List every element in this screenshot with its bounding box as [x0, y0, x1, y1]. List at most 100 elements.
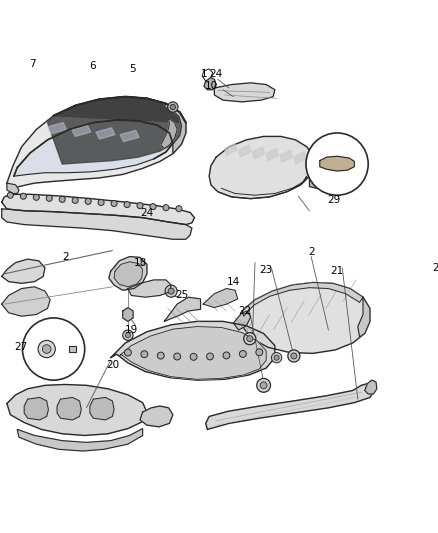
Polygon shape	[358, 297, 370, 337]
Polygon shape	[164, 103, 186, 154]
Text: 10: 10	[205, 82, 217, 91]
Circle shape	[22, 318, 85, 380]
Text: 27: 27	[14, 342, 27, 352]
Circle shape	[111, 200, 117, 206]
Polygon shape	[57, 398, 81, 420]
Text: 2: 2	[62, 252, 69, 262]
Polygon shape	[17, 429, 143, 451]
Circle shape	[257, 378, 271, 392]
Circle shape	[38, 341, 55, 358]
Circle shape	[168, 102, 178, 112]
Circle shape	[124, 349, 131, 356]
Text: 18: 18	[134, 257, 147, 268]
Polygon shape	[320, 156, 354, 171]
Polygon shape	[96, 128, 115, 139]
Polygon shape	[266, 149, 278, 160]
Polygon shape	[2, 209, 192, 239]
Polygon shape	[252, 147, 265, 159]
Circle shape	[125, 333, 131, 338]
Circle shape	[223, 352, 230, 359]
Text: 24: 24	[140, 208, 154, 219]
Circle shape	[59, 196, 65, 203]
Polygon shape	[48, 123, 67, 134]
Polygon shape	[294, 152, 306, 164]
Text: 25: 25	[175, 290, 188, 301]
Text: 7: 7	[29, 59, 36, 69]
Polygon shape	[2, 287, 50, 316]
Text: 29: 29	[327, 196, 340, 205]
Circle shape	[288, 350, 300, 362]
Polygon shape	[114, 262, 143, 287]
Circle shape	[124, 201, 130, 207]
Circle shape	[150, 204, 156, 209]
Polygon shape	[206, 384, 373, 430]
Text: 6: 6	[89, 61, 96, 70]
Circle shape	[435, 224, 438, 237]
Polygon shape	[239, 145, 251, 157]
Polygon shape	[7, 183, 19, 193]
Circle shape	[429, 219, 438, 243]
Circle shape	[46, 195, 52, 201]
Circle shape	[306, 133, 368, 195]
Text: 21: 21	[330, 266, 344, 276]
Circle shape	[157, 352, 164, 359]
Circle shape	[174, 353, 180, 360]
Text: 1: 1	[201, 69, 207, 79]
Polygon shape	[111, 321, 275, 380]
Polygon shape	[24, 398, 49, 420]
Polygon shape	[109, 256, 147, 290]
Polygon shape	[90, 398, 114, 420]
Circle shape	[98, 199, 104, 206]
Circle shape	[272, 352, 282, 363]
Polygon shape	[365, 380, 377, 394]
Circle shape	[247, 336, 253, 342]
Circle shape	[123, 330, 133, 341]
Polygon shape	[48, 96, 186, 164]
Circle shape	[291, 353, 297, 359]
Polygon shape	[204, 78, 216, 90]
Circle shape	[190, 353, 197, 360]
Polygon shape	[123, 308, 133, 321]
Text: 2: 2	[308, 247, 314, 257]
Polygon shape	[7, 96, 186, 190]
Polygon shape	[2, 195, 194, 224]
Polygon shape	[309, 173, 325, 188]
Text: 23: 23	[260, 264, 273, 274]
Polygon shape	[214, 83, 275, 102]
Circle shape	[72, 197, 78, 204]
Circle shape	[163, 205, 169, 211]
Polygon shape	[203, 288, 238, 308]
Polygon shape	[14, 120, 173, 176]
Text: 5: 5	[129, 64, 135, 74]
Polygon shape	[53, 96, 186, 123]
Circle shape	[244, 333, 256, 345]
Circle shape	[85, 198, 91, 205]
Circle shape	[141, 351, 148, 358]
Polygon shape	[140, 406, 173, 427]
Circle shape	[20, 193, 26, 199]
Polygon shape	[128, 280, 171, 297]
Circle shape	[408, 202, 438, 268]
Polygon shape	[164, 297, 201, 321]
Circle shape	[33, 194, 39, 200]
Circle shape	[168, 288, 174, 294]
Circle shape	[137, 203, 143, 208]
Polygon shape	[233, 311, 251, 330]
Circle shape	[42, 345, 51, 353]
Polygon shape	[72, 125, 91, 136]
Polygon shape	[242, 282, 370, 353]
Polygon shape	[242, 282, 363, 316]
Polygon shape	[7, 384, 147, 435]
Circle shape	[274, 355, 279, 360]
Text: 22: 22	[238, 306, 251, 316]
Circle shape	[240, 351, 246, 358]
Polygon shape	[69, 345, 76, 352]
Circle shape	[165, 285, 177, 297]
Polygon shape	[225, 143, 237, 156]
Polygon shape	[2, 259, 45, 284]
Circle shape	[7, 192, 14, 198]
Circle shape	[260, 382, 267, 389]
Polygon shape	[280, 150, 292, 163]
Circle shape	[170, 104, 176, 110]
Text: 26: 26	[432, 263, 438, 273]
